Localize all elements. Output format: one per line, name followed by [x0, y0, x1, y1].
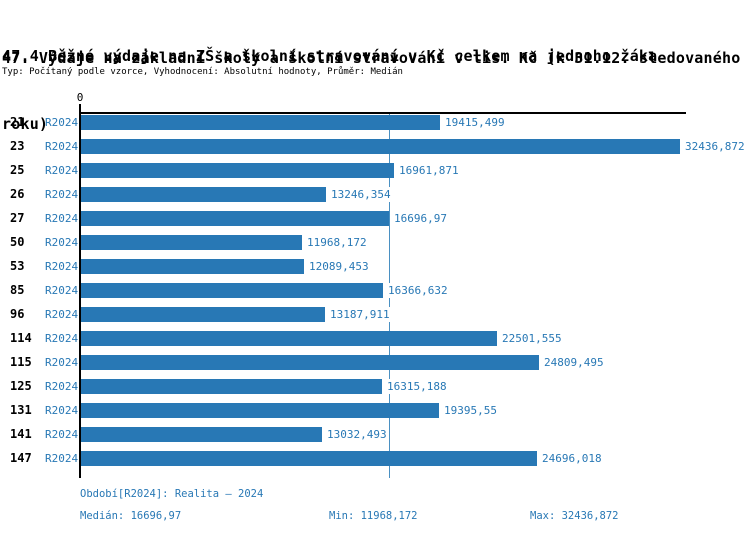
bar[interactable] [81, 427, 322, 442]
row-period-label: R2024 [45, 356, 79, 369]
row-period-label: R2024 [45, 428, 79, 441]
table-row: 131 R2024 19395,55 [0, 403, 750, 418]
table-row: 85 R2024 16366,632 [0, 283, 750, 298]
table-row: 115 R2024 24809,495 [0, 355, 750, 370]
table-row: 147 R2024 24696,018 [0, 451, 750, 466]
row-period-label: R2024 [45, 284, 79, 297]
bar[interactable] [81, 115, 440, 130]
table-row: 50 R2024 11968,172 [0, 235, 750, 250]
row-period-label: R2024 [45, 116, 79, 129]
bar-value-label: 32436,872 [684, 139, 746, 154]
bar[interactable] [81, 163, 394, 178]
row-period-label: R2024 [45, 452, 79, 465]
stat-median-label: Medián: 16696,97 [80, 510, 182, 522]
table-row: 141 R2024 13032,493 [0, 427, 750, 442]
bar-value-label: 16961,871 [398, 163, 460, 178]
row-period-label: R2024 [45, 212, 79, 225]
row-id-label: 125 [10, 379, 32, 393]
table-row: 27 R2024 16696,97 [0, 211, 750, 226]
row-id-label: 23 [10, 139, 25, 153]
table-row: 25 R2024 16961,871 [0, 163, 750, 178]
stat-min-label: Min: 11968,172 [329, 510, 418, 522]
bar-value-label: 12089,453 [308, 259, 370, 274]
bar[interactable] [81, 211, 389, 226]
bar-value-label: 13032,493 [326, 427, 388, 442]
x-axis-line [79, 112, 686, 114]
page-title: 47. Výdaje na základní školy a školní st… [2, 3, 750, 179]
row-id-label: 21 [10, 115, 25, 129]
bar-value-label: 24809,495 [543, 355, 605, 370]
bar-value-label: 13246,354 [330, 187, 392, 202]
page-title-line2: roku) [2, 115, 49, 133]
chart-subtitle: 47.4 Běžné výdaje na ZŠ a školní stravov… [2, 47, 658, 65]
legend-period-label: Období[R2024]: Realita – 2024 [80, 488, 264, 500]
bar[interactable] [81, 403, 439, 418]
bar-value-label: 19395,55 [443, 403, 498, 418]
row-id-label: 114 [10, 331, 32, 345]
row-id-label: 147 [10, 451, 32, 465]
axis-zero-tick [79, 104, 81, 113]
bar-value-label: 16696,97 [393, 211, 448, 226]
table-row: 96 R2024 13187,911 [0, 307, 750, 322]
bar[interactable] [81, 283, 383, 298]
bar-value-label: 22501,555 [501, 331, 563, 346]
table-row: 23 R2024 32436,872 [0, 139, 750, 154]
bar[interactable] [81, 259, 304, 274]
axis-zero-label: 0 [76, 91, 84, 104]
bar-value-label: 19415,499 [444, 115, 506, 130]
chart-meta-info: Typ: Počítaný podle vzorce, Vyhodnocení:… [2, 67, 403, 77]
bar-value-label: 11968,172 [306, 235, 368, 250]
row-period-label: R2024 [45, 188, 79, 201]
chart-rows: 21 R2024 19415,499 23 R2024 32436,872 25… [0, 115, 750, 480]
bar[interactable] [81, 187, 326, 202]
table-row: 125 R2024 16315,188 [0, 379, 750, 394]
row-id-label: 53 [10, 259, 25, 273]
row-id-label: 50 [10, 235, 25, 249]
bar[interactable] [81, 235, 302, 250]
row-id-label: 115 [10, 355, 32, 369]
row-period-label: R2024 [45, 260, 79, 273]
table-row: 21 R2024 19415,499 [0, 115, 750, 130]
stat-max-label: Max: 32436,872 [530, 510, 619, 522]
row-period-label: R2024 [45, 404, 79, 417]
row-id-label: 96 [10, 307, 25, 321]
bar[interactable] [81, 355, 539, 370]
bar[interactable] [81, 331, 497, 346]
table-row: 26 R2024 13246,354 [0, 187, 750, 202]
row-period-label: R2024 [45, 164, 79, 177]
row-id-label: 85 [10, 283, 25, 297]
bar-value-label: 16366,632 [387, 283, 449, 298]
bar-value-label: 16315,188 [386, 379, 448, 394]
row-id-label: 26 [10, 187, 25, 201]
row-id-label: 131 [10, 403, 32, 417]
row-id-label: 141 [10, 427, 32, 441]
row-period-label: R2024 [45, 380, 79, 393]
bar[interactable] [81, 139, 680, 154]
bar[interactable] [81, 307, 325, 322]
row-id-label: 25 [10, 163, 25, 177]
y-axis-line [79, 112, 81, 478]
table-row: 114 R2024 22501,555 [0, 331, 750, 346]
row-period-label: R2024 [45, 140, 79, 153]
bar[interactable] [81, 379, 382, 394]
bar-value-label: 13187,911 [329, 307, 391, 322]
row-period-label: R2024 [45, 308, 79, 321]
table-row: 53 R2024 12089,453 [0, 259, 750, 274]
page-title-line1: 47. Výdaje na základní školy a školní st… [2, 49, 741, 67]
bar-value-label: 24696,018 [541, 451, 603, 466]
row-period-label: R2024 [45, 332, 79, 345]
row-period-label: R2024 [45, 236, 79, 249]
row-id-label: 27 [10, 211, 25, 225]
bar[interactable] [81, 451, 537, 466]
